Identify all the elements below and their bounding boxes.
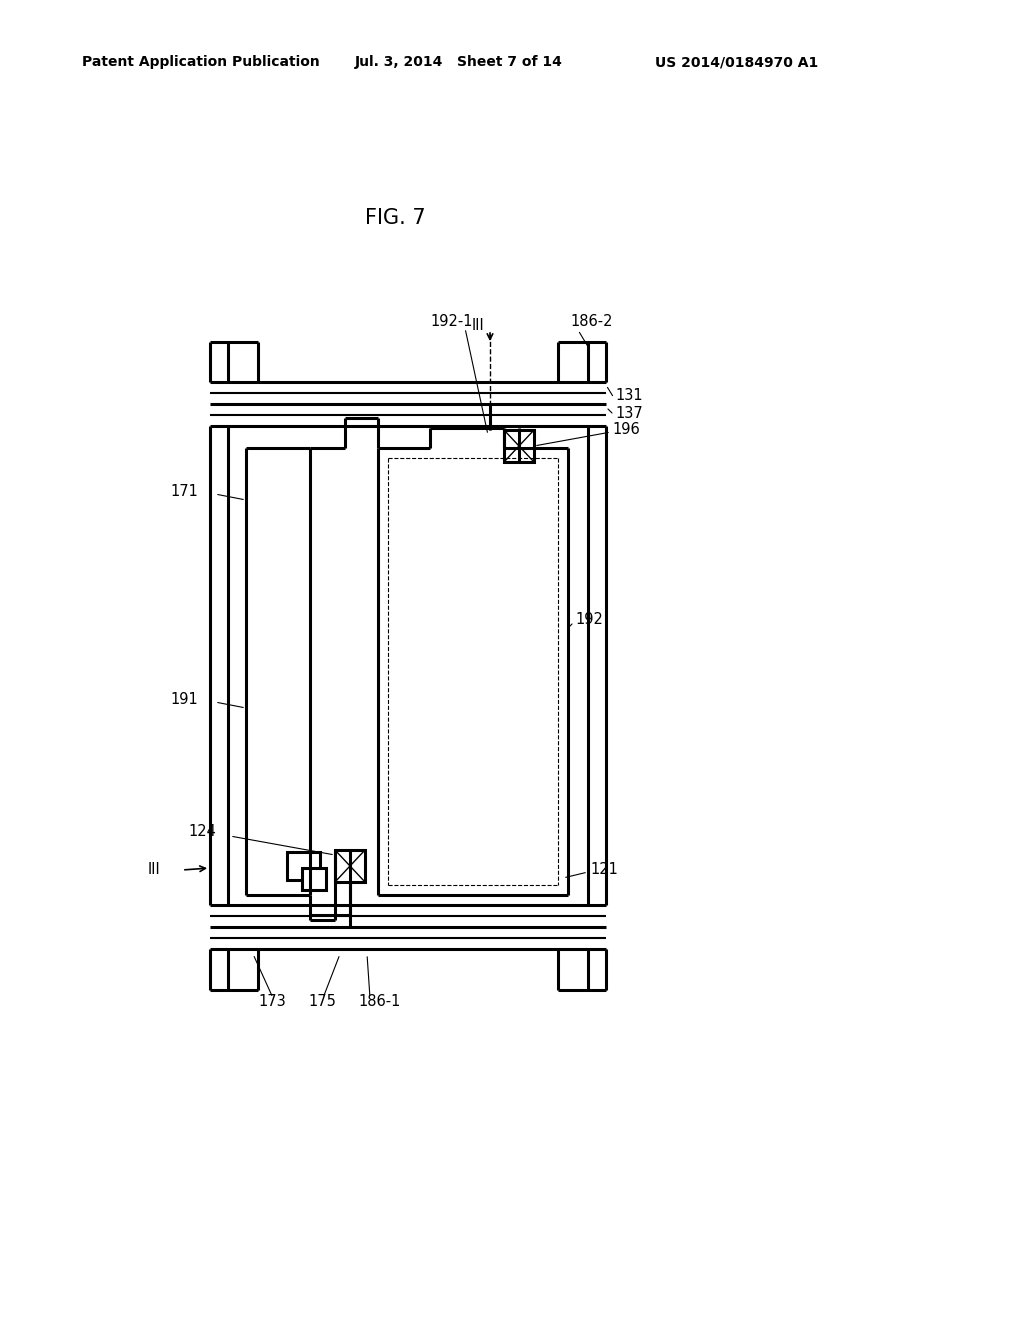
Bar: [504, 430, 534, 462]
Bar: [335, 850, 365, 882]
Text: III: III: [472, 318, 484, 334]
Text: Patent Application Publication: Patent Application Publication: [82, 55, 319, 69]
Text: 171: 171: [170, 484, 198, 499]
Text: III: III: [148, 862, 161, 878]
Bar: [287, 851, 319, 880]
Text: 191: 191: [170, 693, 198, 708]
Text: Jul. 3, 2014   Sheet 7 of 14: Jul. 3, 2014 Sheet 7 of 14: [355, 55, 563, 69]
Text: 121: 121: [590, 862, 617, 878]
Text: 192: 192: [575, 612, 603, 627]
Text: FIG. 7: FIG. 7: [365, 209, 426, 228]
Text: 131: 131: [615, 388, 643, 403]
Text: 137: 137: [615, 405, 643, 421]
Text: 186-1: 186-1: [358, 994, 400, 1010]
Text: 175: 175: [308, 994, 336, 1010]
Text: 186-2: 186-2: [570, 314, 612, 330]
Text: 173: 173: [258, 994, 286, 1010]
Text: 196: 196: [612, 422, 640, 437]
Text: 124: 124: [188, 825, 216, 840]
Text: US 2014/0184970 A1: US 2014/0184970 A1: [655, 55, 818, 69]
Bar: [302, 869, 326, 890]
Text: 192-1: 192-1: [430, 314, 472, 330]
